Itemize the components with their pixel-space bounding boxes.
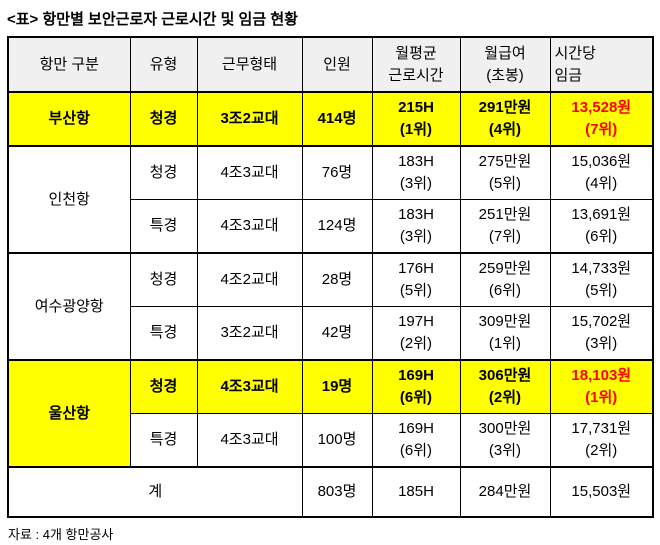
table-row-yeosu-cheonggyeong: 여수광양항 청경 4조2교대 28명 176H (5위) 259만원 (6위) … [7,252,654,361]
cell-shift: 3조2교대 [196,91,303,147]
table-row-incheon-cheonggyeong: 인천항 청경 4조3교대 76명 183H (3위) 275만원 (5위) 15… [7,145,654,254]
cell-hourly-wage: 13,528원 (7위) [549,91,654,147]
cell-type: 청경 [129,252,198,307]
table-row-busan-cheonggyeong: 부산항 청경 3조2교대 414명 215H (1위) 291만원 (4위) 1… [7,91,654,147]
cell-hours: 183H (3위) [371,145,461,200]
header-work-shift: 근무형태 [196,36,303,93]
cell-type: 특경 [129,306,198,361]
cell-salary: 275만원 (5위) [459,145,551,200]
cell-port: 여수광양항 [7,252,131,361]
page-title: <표> 항만별 보안근로자 근로시간 및 임금 현황 [7,11,298,28]
cell-port: 부산항 [7,91,131,147]
data-table: 항만 구분 유형 근무형태 인원 월평균 근로시간 월급여 (초봉) 시간당 임… [7,36,654,518]
cell-hourly-wage: 15,503원 [549,466,654,518]
table-row-incheon-teukgyeong: 특경 4조3교대 124명 183H (3위) 251만원 (7위) 13,69… [8,199,654,254]
cell-headcount: 19명 [301,359,373,414]
cell-port: 울산항 [7,359,131,468]
cell-hours: 183H (3위) [371,199,461,254]
cell-hourly-wage: 15,702원 (3위) [549,306,654,361]
source-note: 자료 : 4개 항만공사 [8,527,114,542]
cell-hours: 176H (5위) [371,252,461,307]
cell-salary: 259만원 (6위) [459,252,551,307]
header-hourly-wage: 시간당 임금 [549,36,654,93]
cell-hours: 169H (6위) [371,359,461,414]
cell-headcount: 42명 [301,306,373,361]
table-row-ulsan-cheonggyeong: 울산항 청경 4조3교대 19명 169H (6위) 306만원 (2위) 18… [7,359,654,468]
cell-shift: 4조2교대 [196,252,303,307]
cell-headcount: 28명 [301,252,373,307]
cell-salary: 291만원 (4위) [459,91,551,147]
table-row-yeosu-teukgyeong: 특경 3조2교대 42명 197H (2위) 309만원 (1위) 15,702… [8,306,654,361]
header-monthly-salary: 월급여 (초봉) [459,36,551,93]
cell-headcount: 414명 [301,91,373,147]
cell-headcount: 803명 [301,466,373,518]
cell-port: 인천항 [7,145,131,254]
header-type: 유형 [129,36,198,93]
cell-hourly-wage: 15,036원 (4위) [549,145,654,200]
cell-headcount: 100명 [301,413,373,468]
cell-type: 특경 [129,199,198,254]
cell-shift: 4조3교대 [196,413,303,468]
cell-type: 특경 [129,413,198,468]
cell-shift: 3조2교대 [196,306,303,361]
cell-hours: 215H (1위) [371,91,461,147]
cell-hours: 197H (2위) [371,306,461,361]
table-row-ulsan-teukgyeong: 특경 4조3교대 100명 169H (6위) 300만원 (3위) 17,73… [8,413,654,468]
cell-hours: 169H (6위) [371,413,461,468]
cell-hourly-wage: 13,691원 (6위) [549,199,654,254]
total-row: 계 803명 185H 284만원 15,503원 [7,466,654,518]
cell-shift: 4조3교대 [196,359,303,414]
cell-salary: 309만원 (1위) [459,306,551,361]
header-row: 항만 구분 유형 근무형태 인원 월평균 근로시간 월급여 (초봉) 시간당 임… [7,36,654,93]
cell-hours: 185H [371,466,461,518]
cell-salary: 300만원 (3위) [459,413,551,468]
cell-salary: 284만원 [459,466,551,518]
cell-headcount: 124명 [301,199,373,254]
cell-headcount: 76명 [301,145,373,200]
cell-salary: 306만원 (2위) [459,359,551,414]
cell-hourly-wage: 17,731원 (2위) [549,413,654,468]
cell-type: 청경 [129,145,198,200]
cell-shift: 4조3교대 [196,145,303,200]
cell-type: 청경 [129,91,198,147]
header-port-group: 항만 구분 [7,36,131,93]
cell-total-label: 계 [7,466,303,518]
cell-type: 청경 [129,359,198,414]
cell-hourly-wage: 14,733원 (5위) [549,252,654,307]
header-monthly-hours: 월평균 근로시간 [371,36,461,93]
header-headcount: 인원 [301,36,373,93]
cell-hourly-wage: 18,103원 (1위) [549,359,654,414]
cell-salary: 251만원 (7위) [459,199,551,254]
cell-shift: 4조3교대 [196,199,303,254]
